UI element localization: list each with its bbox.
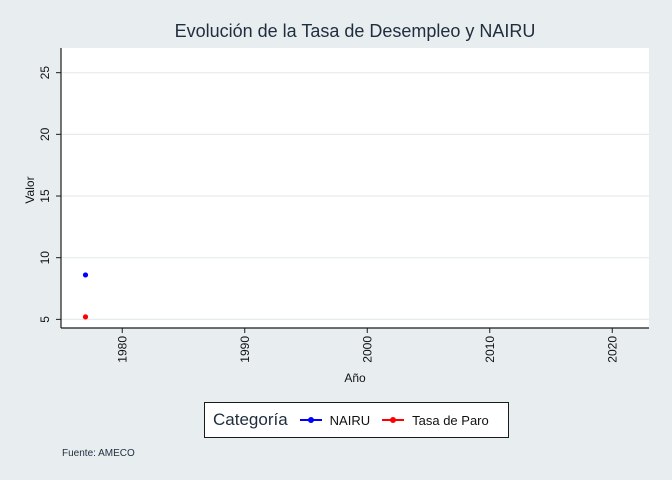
grid-lines — [61, 72, 649, 320]
data-points — [82, 272, 89, 320]
legend: Categoría NAIRU Tasa de Paro — [204, 402, 509, 438]
axis-ticks: 5 10 15 20 25 1980 1990 2000 2010 2020 — [38, 66, 619, 363]
y-tick-label-15: 15 — [38, 189, 52, 203]
y-tick-label-25: 25 — [38, 66, 52, 80]
legend-item-tasa-de-paro: Tasa de Paro — [382, 413, 489, 428]
legend-item-nairu: NAIRU — [299, 412, 371, 428]
source-note: Fuente: AMECO — [62, 448, 135, 459]
legend-label-tasa-de-paro: Tasa de Paro — [412, 412, 489, 428]
legend-title: Categoría — [213, 410, 288, 429]
x-tick-label-1980: 1980 — [115, 336, 129, 363]
x-tick-label-2020: 2020 — [605, 336, 619, 363]
y-axis-label: Valor — [23, 176, 37, 203]
chart-title: Evolución de la Tasa de Desempleo y NAIR… — [175, 21, 536, 41]
x-tick-label-1990: 1990 — [238, 336, 252, 363]
y-tick-label-20: 20 — [38, 127, 52, 141]
point-tasa-de-paro-0 — [82, 314, 89, 320]
x-tick-label-2000: 2000 — [360, 336, 374, 363]
x-axis-label: Año — [344, 371, 366, 385]
legend-label-nairu: NAIRU — [329, 412, 371, 428]
y-tick-label-5: 5 — [38, 316, 52, 323]
legend-key-nairu — [299, 415, 322, 425]
point-nairu-0 — [82, 272, 89, 278]
y-tick-label-10: 10 — [38, 251, 52, 265]
plot-area — [61, 48, 649, 328]
legend-key-tasa-de-paro — [382, 415, 405, 425]
x-tick-label-2010: 2010 — [483, 336, 497, 363]
